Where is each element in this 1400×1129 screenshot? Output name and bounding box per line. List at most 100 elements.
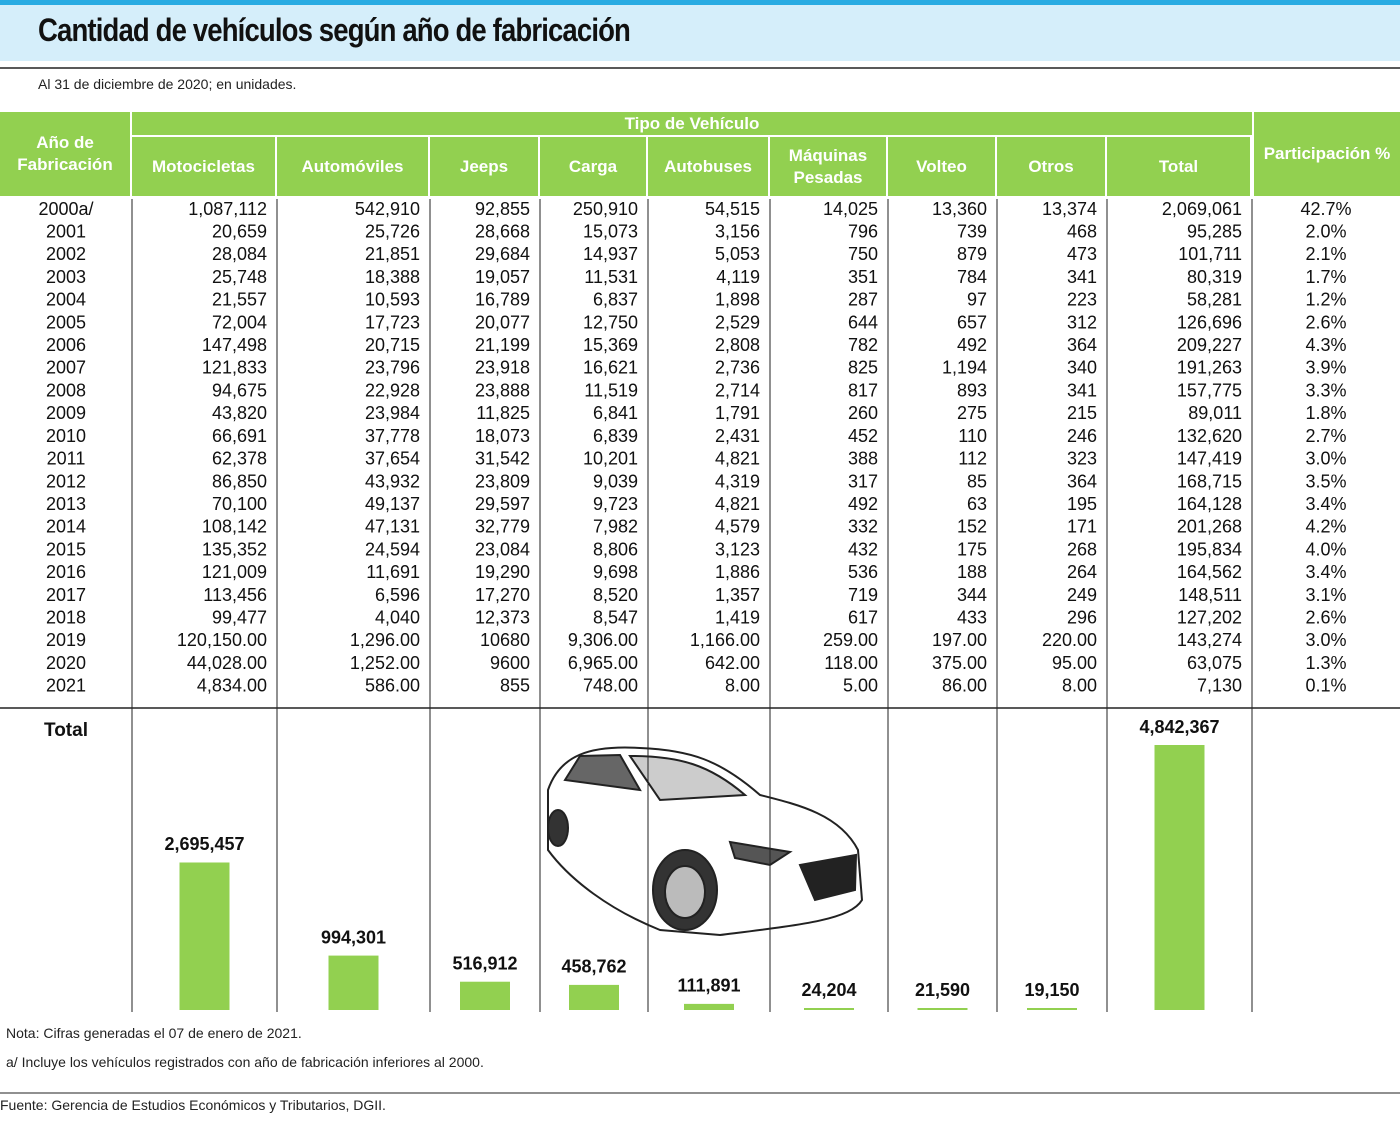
note: Nota: Cifras generadas el 07 de enero de… bbox=[6, 1025, 302, 1041]
cell: 195 bbox=[1067, 494, 1097, 514]
cell: 296 bbox=[1067, 608, 1097, 628]
total-bar bbox=[179, 862, 230, 1010]
cell: 4,119 bbox=[716, 267, 760, 287]
cell: 9600 bbox=[490, 653, 530, 673]
cell: 22,928 bbox=[365, 380, 420, 400]
row-year: 2002 bbox=[46, 244, 86, 264]
cell: 542,910 bbox=[355, 199, 420, 219]
cell: 3.3% bbox=[1305, 380, 1346, 400]
column-header: Volteo bbox=[888, 137, 995, 196]
cell: 16,789 bbox=[475, 290, 530, 310]
cell: 259.00 bbox=[823, 630, 878, 650]
cell: 264 bbox=[1067, 562, 1097, 582]
cell: 23,809 bbox=[475, 471, 530, 491]
cell: 473 bbox=[1067, 244, 1097, 264]
cell: 20,715 bbox=[365, 335, 420, 355]
cell: 95.00 bbox=[1052, 653, 1097, 673]
cell: 825 bbox=[848, 358, 878, 378]
cell: 21,199 bbox=[475, 335, 530, 355]
row-year: 2013 bbox=[46, 494, 86, 514]
car-wheel bbox=[547, 809, 569, 847]
cell: 3.4% bbox=[1305, 562, 1346, 582]
cell: 5.00 bbox=[843, 676, 878, 696]
cell: 739 bbox=[957, 221, 987, 241]
source: Fuente: Gerencia de Estudios Económicos … bbox=[0, 1097, 386, 1113]
cell: 195,834 bbox=[1177, 539, 1242, 559]
cell: 1,166.00 bbox=[690, 630, 760, 650]
row-year: 2007 bbox=[46, 358, 86, 378]
cell: 8.00 bbox=[725, 676, 760, 696]
cell: 15,073 bbox=[583, 221, 638, 241]
cell: 344 bbox=[957, 585, 987, 605]
cell: 37,654 bbox=[365, 449, 420, 469]
car-rim bbox=[664, 865, 706, 919]
cell: 94,675 bbox=[212, 380, 267, 400]
cell: 47,131 bbox=[365, 517, 420, 537]
cell: 25,748 bbox=[212, 267, 267, 287]
cell: 246 bbox=[1067, 426, 1097, 446]
cell: 468 bbox=[1067, 221, 1097, 241]
cell: 99,477 bbox=[212, 608, 267, 628]
column-header: Año de Fabricación bbox=[0, 112, 130, 196]
column-header: Jeeps bbox=[430, 137, 538, 196]
cell: 748.00 bbox=[583, 676, 638, 696]
total-bar bbox=[460, 981, 510, 1010]
cell: 13,374 bbox=[1042, 199, 1097, 219]
cell: 63,075 bbox=[1187, 653, 1242, 673]
total-label: 2,695,457 bbox=[164, 834, 244, 854]
cell: 127,202 bbox=[1177, 608, 1242, 628]
cell: 8,520 bbox=[593, 585, 638, 605]
cell: 10680 bbox=[480, 630, 530, 650]
car-window bbox=[563, 753, 642, 792]
cell: 2.6% bbox=[1305, 608, 1346, 628]
cell: 28,084 bbox=[212, 244, 267, 264]
row-year: 2017 bbox=[46, 585, 86, 605]
cell: 147,498 bbox=[202, 335, 267, 355]
cell: 341 bbox=[1067, 380, 1097, 400]
cell: 9,306.00 bbox=[568, 630, 638, 650]
cell: 29,597 bbox=[475, 494, 530, 514]
row-year: 2008 bbox=[46, 380, 86, 400]
cell: 112 bbox=[958, 449, 987, 469]
cell: 24,594 bbox=[365, 539, 420, 559]
cell: 9,039 bbox=[593, 471, 638, 491]
cell: 29,684 bbox=[475, 244, 530, 264]
cell: 4,040 bbox=[375, 608, 420, 628]
total-bar bbox=[804, 1008, 854, 1010]
cell: 62,378 bbox=[212, 449, 267, 469]
cell: 2,431 bbox=[715, 426, 760, 446]
total-bar bbox=[917, 1008, 968, 1010]
cell: 388 bbox=[848, 449, 878, 469]
cell: 23,888 bbox=[475, 380, 530, 400]
cell: 1.7% bbox=[1305, 267, 1346, 287]
cell: 4,821 bbox=[715, 494, 760, 514]
total-label: 111,891 bbox=[677, 976, 740, 996]
cell: 23,796 bbox=[365, 358, 420, 378]
total-label: 21,590 bbox=[915, 980, 970, 1000]
title-band bbox=[0, 5, 1400, 61]
cell: 168,715 bbox=[1177, 471, 1242, 491]
total-bar bbox=[1027, 1008, 1077, 1010]
cell: 15,369 bbox=[583, 335, 638, 355]
cell: 118.00 bbox=[824, 653, 878, 673]
cell: 4.3% bbox=[1305, 335, 1346, 355]
cell: 249 bbox=[1067, 585, 1097, 605]
cell: 3,123 bbox=[715, 539, 760, 559]
cell: 72,004 bbox=[212, 312, 267, 332]
cell: 43,932 bbox=[365, 471, 420, 491]
column-header: Motocicletas bbox=[132, 137, 275, 196]
cell: 209,227 bbox=[1177, 335, 1242, 355]
row-year: 2000a/ bbox=[38, 199, 93, 219]
cell: 23,918 bbox=[475, 358, 530, 378]
total-bar bbox=[569, 984, 619, 1010]
row-year: 2011 bbox=[47, 449, 86, 469]
car-windshield bbox=[628, 754, 748, 802]
cell: 750 bbox=[848, 244, 878, 264]
cell: 147,419 bbox=[1177, 449, 1242, 469]
cell: 351 bbox=[848, 267, 878, 287]
cell: 86.00 bbox=[942, 676, 987, 696]
row-year: 2021 bbox=[46, 676, 86, 696]
cell: 1.3% bbox=[1305, 653, 1346, 673]
cell: 197.00 bbox=[932, 630, 987, 650]
